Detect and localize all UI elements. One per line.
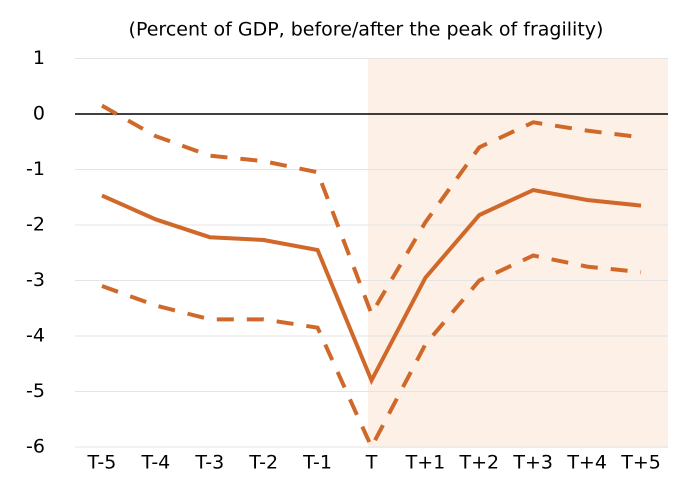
y-tick-label: -4 xyxy=(26,325,45,347)
chart-subtitle: (Percent of GDP, before/after the peak o… xyxy=(129,19,604,41)
x-tick-label: T-3 xyxy=(194,452,224,474)
x-tick-label: T+4 xyxy=(566,452,607,474)
y-tick-label: -6 xyxy=(26,436,45,458)
y-tick-label: -5 xyxy=(26,380,45,402)
x-tick-label: T+1 xyxy=(405,452,446,474)
x-tick-label: T-5 xyxy=(87,452,117,474)
dashed-line xyxy=(100,103,642,319)
x-tick-label: T+3 xyxy=(512,452,553,474)
y-tick-label: 0 xyxy=(33,103,45,125)
x-tick-label: T-4 xyxy=(140,452,170,474)
x-tick-label: T-2 xyxy=(248,452,278,474)
y-tick-label: 1 xyxy=(33,47,45,69)
dashed-line xyxy=(101,253,642,452)
x-tick-label: T+5 xyxy=(620,452,661,474)
y-tick-label: -1 xyxy=(26,158,45,180)
y-tick-label: -2 xyxy=(26,214,45,236)
x-tick-label: T xyxy=(365,452,378,474)
y-tick-label: -3 xyxy=(26,269,45,291)
x-tick-label: T+2 xyxy=(459,452,500,474)
solid-line xyxy=(101,187,642,386)
x-tick-label: T-1 xyxy=(302,452,332,474)
highlight-region xyxy=(368,58,668,448)
